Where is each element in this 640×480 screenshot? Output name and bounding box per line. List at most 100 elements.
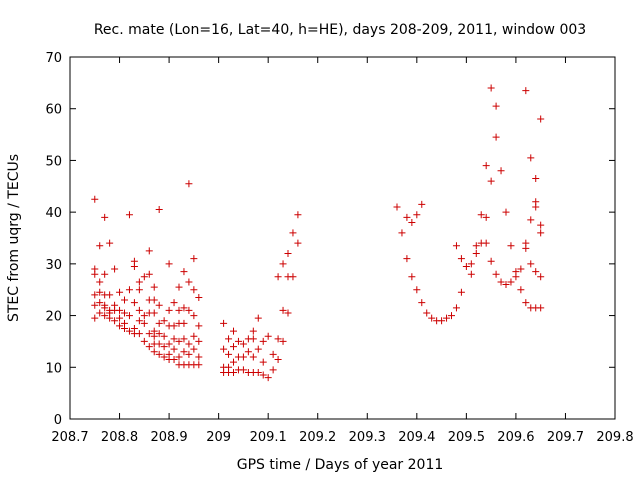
data-point — [492, 102, 500, 110]
data-point — [477, 211, 485, 219]
data-point — [180, 335, 188, 343]
data-point — [170, 335, 178, 343]
data-point — [249, 335, 257, 343]
data-point — [130, 299, 138, 307]
x-tick-label: 209.5 — [448, 430, 485, 445]
x-tick-label: 209.8 — [596, 430, 633, 445]
data-point — [91, 270, 99, 278]
data-point — [140, 337, 148, 345]
data-point — [155, 206, 163, 214]
data-point — [428, 314, 436, 322]
data-point — [180, 348, 188, 356]
data-point — [160, 343, 168, 351]
data-point — [165, 260, 173, 268]
data-point — [121, 325, 128, 332]
data-point — [507, 278, 515, 286]
data-point — [487, 177, 495, 185]
data-point — [135, 278, 143, 286]
data-point — [487, 257, 495, 265]
data-point — [230, 327, 237, 335]
data-point — [96, 309, 104, 317]
data-point — [527, 216, 535, 224]
data-point — [274, 273, 282, 281]
data-point — [135, 317, 143, 325]
data-point — [106, 314, 114, 322]
data-point — [170, 345, 178, 353]
data-point — [294, 239, 302, 247]
y-tick-label: 70 — [45, 51, 62, 66]
data-point — [101, 270, 109, 278]
data-point — [175, 283, 183, 291]
data-point — [497, 278, 505, 286]
data-point — [472, 242, 480, 250]
data-point — [418, 299, 426, 307]
data-point — [121, 309, 128, 317]
data-point — [145, 247, 153, 255]
x-tick-label: 209.6 — [497, 430, 534, 445]
data-point — [140, 319, 148, 327]
data-point — [393, 203, 401, 211]
data-point — [180, 319, 188, 327]
data-point — [150, 309, 158, 317]
data-point — [408, 273, 416, 281]
data-point — [507, 242, 515, 250]
data-point — [101, 213, 109, 221]
data-point — [130, 262, 138, 270]
data-point — [289, 229, 297, 237]
data-point — [165, 340, 173, 348]
data-point — [264, 332, 272, 340]
y-tick-label: 60 — [45, 103, 62, 118]
data-point — [195, 293, 203, 301]
data-point — [279, 337, 287, 345]
data-point — [254, 314, 262, 322]
data-point — [190, 332, 198, 340]
x-tick-label: 208.9 — [150, 430, 187, 445]
x-tick-label: 208.7 — [51, 430, 88, 445]
data-point — [185, 278, 193, 286]
data-point — [175, 306, 183, 314]
data-point — [443, 314, 451, 322]
data-point — [522, 299, 530, 307]
data-point — [264, 374, 272, 382]
data-point — [230, 368, 237, 376]
y-tick-label: 40 — [45, 206, 62, 221]
data-point — [517, 265, 525, 273]
data-point — [472, 250, 480, 258]
data-point — [482, 239, 490, 247]
data-point — [150, 332, 158, 340]
data-point — [101, 304, 109, 312]
data-point — [423, 309, 431, 317]
y-tick-label: 20 — [45, 310, 62, 325]
plot-frame — [69, 56, 616, 420]
data-point — [522, 87, 530, 95]
data-point — [175, 337, 183, 345]
data-point — [116, 314, 124, 322]
data-point — [140, 273, 148, 281]
data-point — [239, 353, 247, 361]
data-point — [492, 133, 500, 141]
x-axis-label: GPS time / Days of year 2011 — [237, 457, 444, 473]
data-point — [457, 255, 465, 263]
data-point — [492, 270, 500, 278]
data-point — [537, 115, 545, 123]
x-tick-label: 209.3 — [349, 430, 386, 445]
data-point — [532, 268, 540, 276]
data-point — [279, 306, 287, 314]
data-point — [225, 350, 233, 358]
data-point — [284, 309, 292, 317]
data-point — [482, 162, 490, 170]
data-point — [111, 317, 119, 325]
data-point — [254, 345, 262, 353]
data-point — [457, 288, 465, 296]
data-point — [185, 350, 193, 358]
x-tick-label: 209.4 — [398, 430, 435, 445]
data-point — [96, 242, 104, 250]
y-axis-label: STEC from uqrg / TECUs — [6, 154, 22, 322]
data-point — [403, 213, 411, 221]
data-point — [91, 195, 99, 203]
data-point — [487, 84, 495, 92]
data-point — [249, 353, 257, 361]
data-point — [111, 265, 119, 273]
data-point — [170, 299, 178, 307]
data-point — [230, 358, 237, 366]
